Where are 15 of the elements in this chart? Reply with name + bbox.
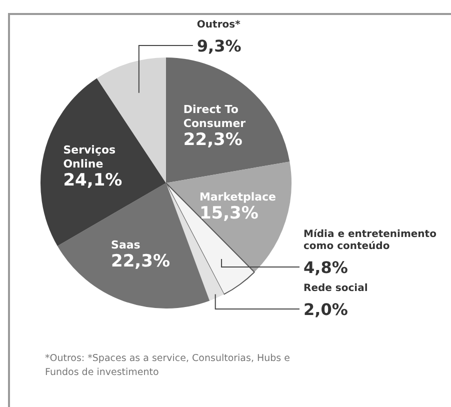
data-label: 15,3% xyxy=(199,203,258,224)
slice-label: Rede social xyxy=(304,283,368,294)
data-label: 9,3% xyxy=(196,36,242,56)
data-label: 22,3% xyxy=(183,130,242,150)
text: *Outros: *Spaces as a service, Consultorias, Hubs e Fundos de investimento xyxy=(45,352,292,380)
data-label: 2,0% xyxy=(304,300,348,320)
slice-label: Saas xyxy=(111,238,141,252)
data-label: 22,3% xyxy=(111,251,170,272)
slice-label: Direct To Consumer xyxy=(183,102,246,130)
slice-label: Outros* xyxy=(196,20,242,30)
slice-label: Serviços Online xyxy=(63,143,116,170)
slice-label: Mídia e entretenimento como conteúdo xyxy=(304,229,437,252)
data-label: 24,1% xyxy=(63,170,122,190)
slice-label: Marketplace xyxy=(199,190,276,204)
data-label: 4,8% xyxy=(304,258,348,278)
